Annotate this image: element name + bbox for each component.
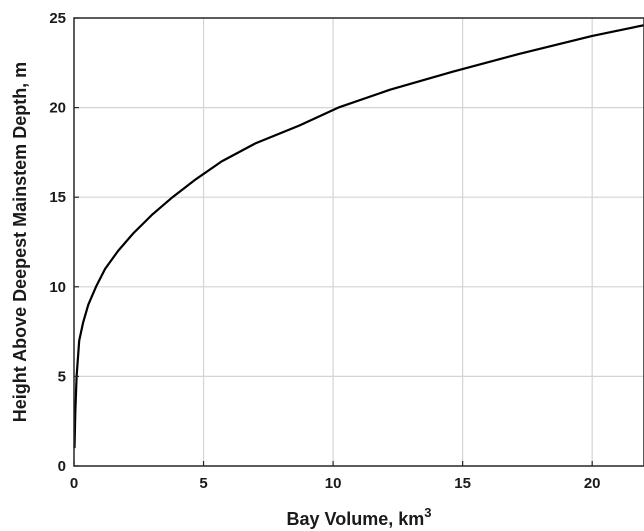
y-tick-label: 15 (49, 189, 66, 206)
x-tick-label: 10 (325, 475, 342, 492)
x-tick-label: 15 (454, 475, 471, 492)
plot-frame (73, 17, 644, 467)
x-axis-label-text: Bay Volume, km (287, 509, 425, 529)
x-tick-label: 0 (70, 475, 78, 492)
y-tick-label: 5 (58, 368, 66, 385)
y-tick-label: 0 (58, 458, 66, 475)
axis-ticks (73, 17, 593, 467)
x-axis-label-superscript: 3 (424, 505, 431, 520)
tick-labels: 0 5 10 15 20 0 5 10 15 20 25 (49, 10, 600, 492)
y-tick-label: 10 (49, 279, 66, 296)
grid (74, 18, 644, 466)
x-tick-label: 20 (584, 475, 601, 492)
y-axis-label: Height Above Deepest Mainstem Depth, m (10, 62, 30, 422)
y-tick-label: 20 (49, 100, 66, 117)
x-axis-label: Bay Volume, km3 (287, 505, 432, 529)
data-line (73, 24, 644, 449)
y-tick-label: 25 (49, 10, 66, 27)
x-tick-label: 5 (199, 475, 207, 492)
